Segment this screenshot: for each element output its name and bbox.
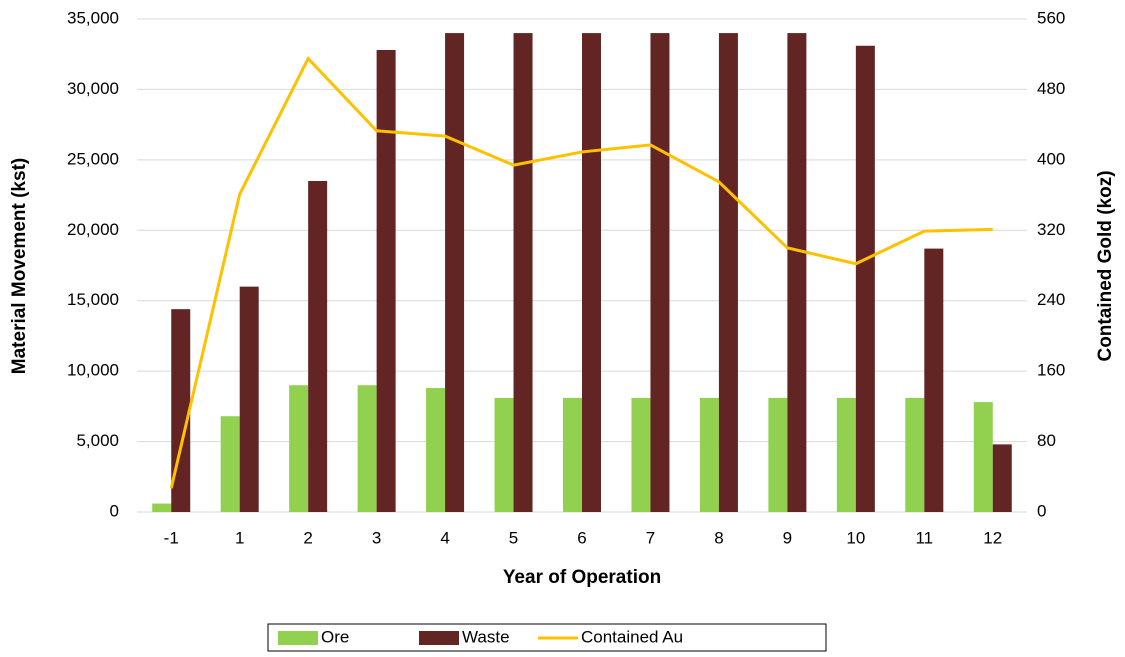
x-tick-label: 12	[983, 528, 1002, 547]
x-tick-label: 9	[783, 528, 792, 547]
bar	[357, 385, 377, 512]
y-tick-label: 20,000	[67, 220, 119, 239]
bar	[239, 286, 259, 512]
bar	[992, 444, 1012, 512]
x-tick-label: 6	[577, 528, 586, 547]
y2-tick-label: 240	[1037, 290, 1065, 309]
y-tick-label: 35,000	[67, 8, 119, 27]
x-tick-label: 4	[440, 528, 449, 547]
bar	[718, 33, 738, 512]
bar	[924, 248, 944, 512]
bar	[152, 503, 172, 512]
bar	[650, 33, 670, 512]
legend-key	[419, 631, 459, 645]
legend-key	[278, 631, 318, 645]
bar	[905, 397, 925, 512]
x-tick-label: 8	[714, 528, 723, 547]
y2-tick-label: 560	[1037, 8, 1065, 27]
x-tick-label: 7	[646, 528, 655, 547]
y-tick-label: 5,000	[76, 431, 119, 450]
y2-tick-label: 320	[1037, 220, 1065, 239]
y2-tick-label: 160	[1037, 361, 1065, 380]
bar	[787, 33, 807, 512]
x-tick-label: 2	[303, 528, 312, 547]
y2-tick-label: 80	[1037, 431, 1056, 450]
bar	[426, 388, 446, 512]
x-tick-label: 11	[915, 528, 933, 547]
bar	[494, 397, 514, 512]
y2-tick-label: 480	[1037, 79, 1065, 98]
x-tick-label: 1	[235, 528, 244, 547]
y-tick-label: 15,000	[67, 290, 119, 309]
bar	[768, 397, 788, 512]
y2-tick-label: 0	[1037, 501, 1046, 520]
line	[169, 56, 993, 489]
bar	[513, 33, 533, 512]
bar	[445, 33, 465, 512]
legend-label: Contained Au	[581, 627, 683, 646]
legend-label: Ore	[321, 627, 349, 646]
y-tick-label: 25,000	[67, 149, 119, 168]
bar	[376, 49, 396, 512]
bar	[973, 402, 993, 512]
y2-tick-label: 400	[1037, 149, 1065, 168]
bar	[855, 45, 875, 513]
bar	[699, 397, 719, 512]
y-axis-title: Material Movement (kst)	[9, 158, 30, 374]
x-tick-label: 10	[846, 528, 865, 547]
x-tick-label: 3	[372, 528, 381, 547]
y-tick-label: 30,000	[67, 79, 119, 98]
y2-axis-title: Contained Gold (koz)	[1095, 170, 1116, 361]
x-axis-title: Year of Operation	[503, 567, 661, 588]
bar	[308, 180, 328, 512]
bar	[220, 416, 240, 512]
bar	[836, 397, 856, 512]
bar	[289, 385, 309, 512]
x-tick-label: 5	[509, 528, 518, 547]
bar	[563, 397, 582, 512]
bar	[631, 397, 651, 512]
y-tick-label: 0	[110, 501, 119, 520]
x-tick-label: -1	[164, 528, 179, 547]
bar	[582, 33, 601, 512]
y-tick-label: 10,000	[67, 361, 119, 380]
legend-label: Waste	[462, 627, 510, 646]
